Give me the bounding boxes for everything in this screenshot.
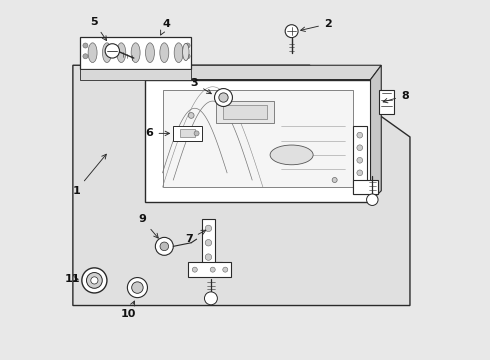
Ellipse shape (183, 43, 189, 60)
Polygon shape (353, 126, 367, 194)
Circle shape (91, 277, 98, 284)
Polygon shape (216, 101, 274, 123)
Ellipse shape (88, 43, 97, 63)
Polygon shape (163, 90, 353, 187)
Circle shape (215, 89, 232, 107)
Circle shape (210, 267, 215, 272)
Circle shape (87, 273, 102, 288)
Circle shape (83, 54, 88, 59)
Circle shape (357, 170, 363, 176)
Ellipse shape (160, 43, 169, 63)
Circle shape (223, 267, 228, 272)
Circle shape (285, 25, 298, 38)
Polygon shape (202, 220, 221, 266)
Ellipse shape (102, 43, 111, 63)
Circle shape (127, 278, 147, 298)
Polygon shape (188, 262, 231, 277)
Polygon shape (379, 90, 394, 114)
Polygon shape (80, 69, 191, 80)
Circle shape (205, 225, 212, 231)
Polygon shape (173, 126, 202, 140)
Circle shape (82, 268, 107, 293)
Text: 6: 6 (146, 129, 170, 138)
Polygon shape (223, 105, 267, 119)
Circle shape (83, 43, 88, 48)
Text: 9: 9 (139, 215, 158, 238)
Circle shape (132, 282, 143, 293)
Text: 5: 5 (90, 17, 107, 41)
Polygon shape (73, 65, 410, 306)
Polygon shape (353, 180, 378, 194)
Circle shape (188, 113, 194, 118)
Ellipse shape (270, 145, 313, 165)
Polygon shape (145, 65, 381, 80)
Circle shape (367, 194, 378, 206)
Circle shape (205, 254, 212, 260)
Circle shape (185, 43, 190, 48)
Circle shape (204, 292, 218, 305)
Text: 3: 3 (191, 78, 211, 94)
Text: 11: 11 (65, 274, 80, 284)
Ellipse shape (146, 43, 154, 63)
Text: 1: 1 (73, 154, 106, 196)
Circle shape (192, 267, 197, 272)
Text: 4: 4 (161, 19, 170, 35)
Circle shape (332, 177, 337, 183)
Text: 8: 8 (383, 91, 409, 103)
Circle shape (155, 237, 173, 255)
Text: 7: 7 (185, 230, 206, 244)
Text: 10: 10 (121, 301, 136, 319)
Circle shape (105, 44, 120, 58)
Circle shape (194, 131, 199, 136)
Ellipse shape (131, 43, 140, 63)
Polygon shape (145, 80, 370, 202)
Circle shape (205, 239, 212, 246)
Polygon shape (370, 65, 381, 202)
Text: 2: 2 (301, 19, 332, 31)
FancyBboxPatch shape (180, 130, 195, 137)
Ellipse shape (117, 43, 126, 63)
Circle shape (160, 242, 169, 251)
Ellipse shape (174, 43, 183, 63)
Circle shape (185, 54, 190, 59)
Circle shape (219, 93, 228, 102)
Circle shape (357, 145, 363, 150)
Polygon shape (80, 37, 191, 69)
Circle shape (357, 132, 363, 138)
Circle shape (357, 157, 363, 163)
